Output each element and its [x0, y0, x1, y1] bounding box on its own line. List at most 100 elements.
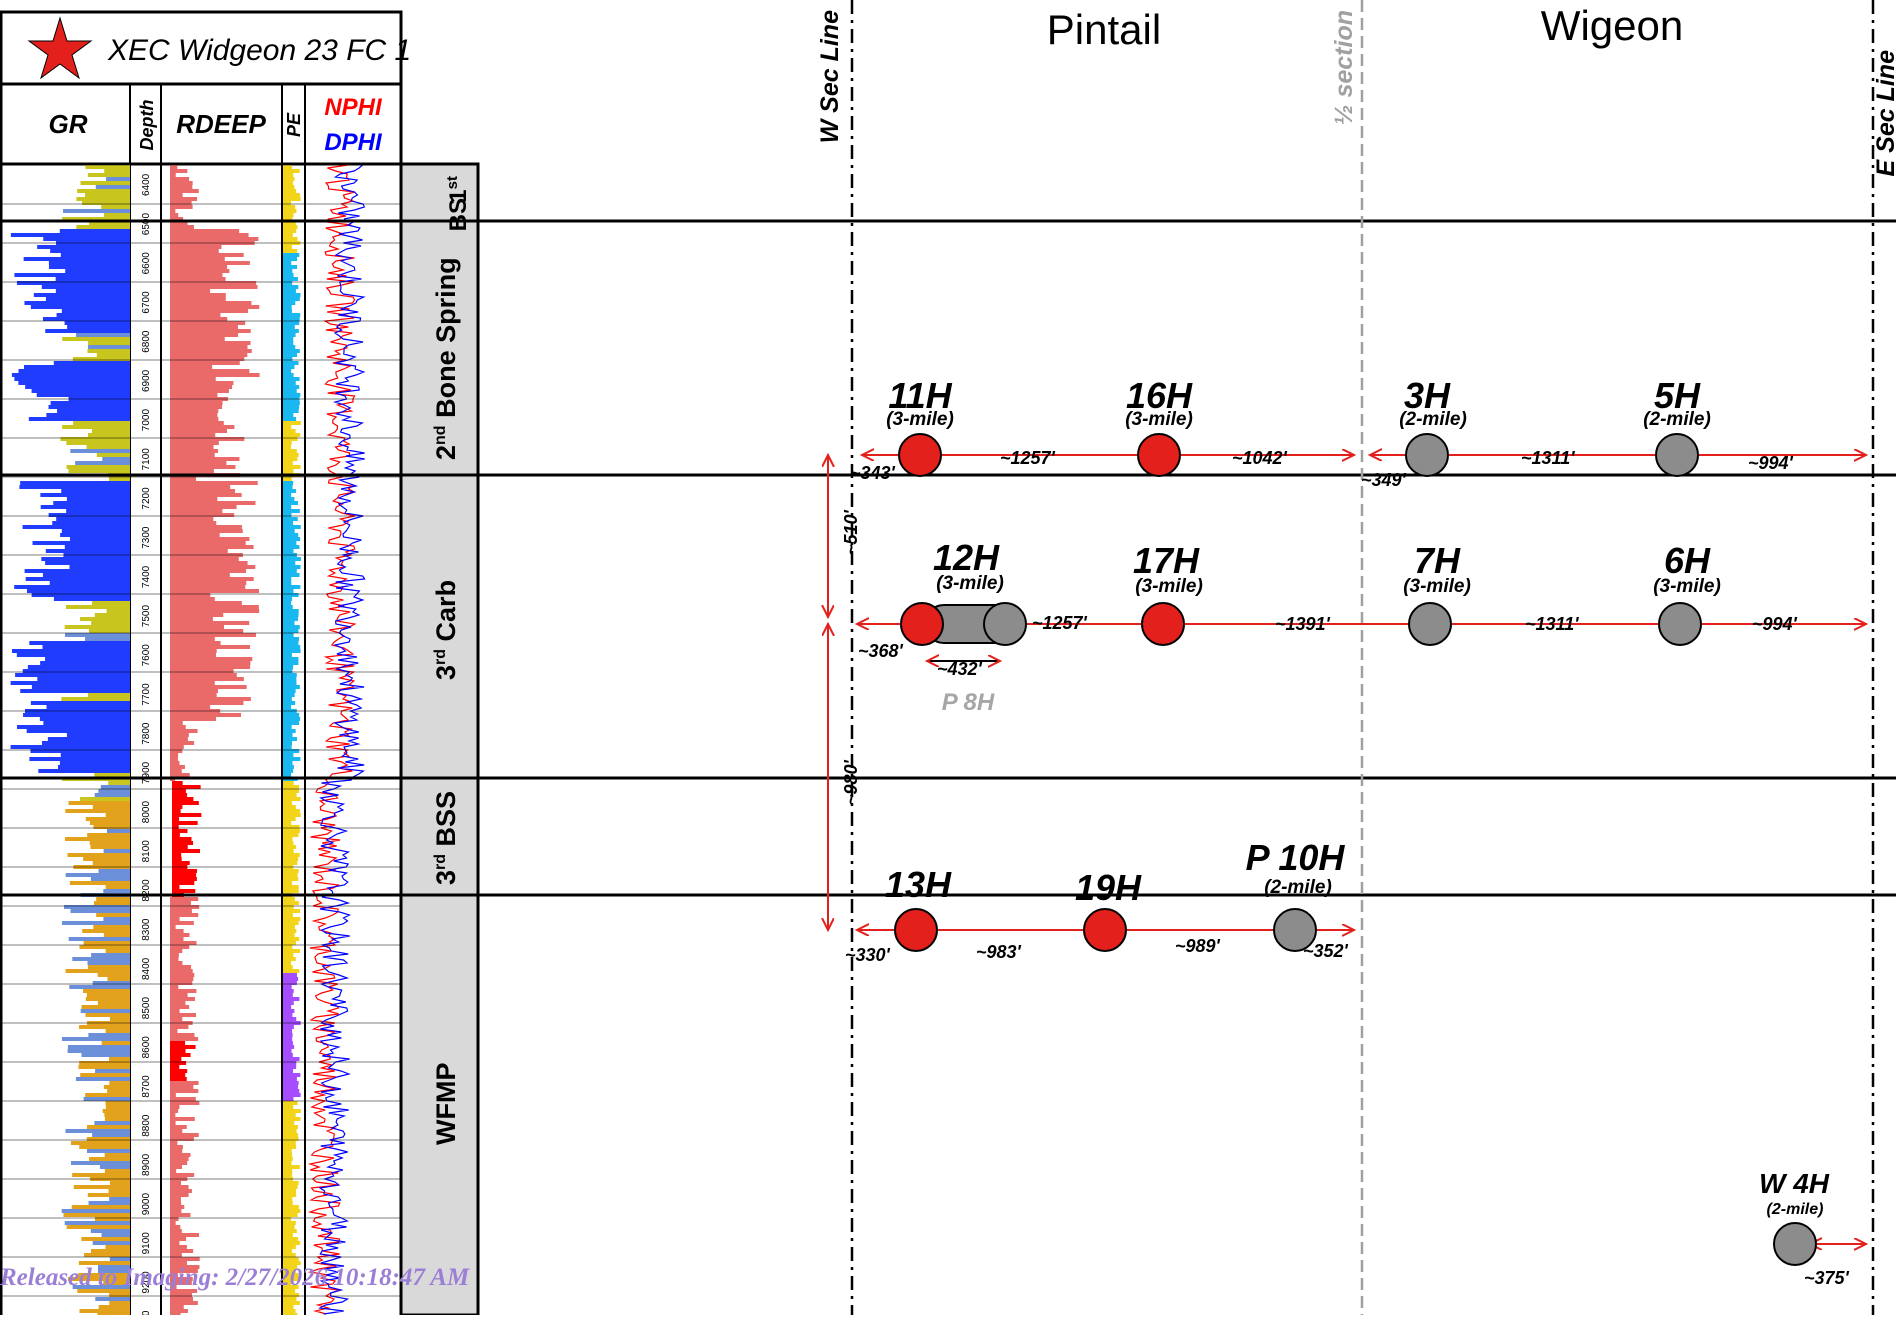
gr-log-trace	[81, 1053, 130, 1057]
gr-log-trace	[62, 425, 130, 429]
gr-log-trace	[80, 797, 130, 801]
well-6H-label: 6H	[1664, 540, 1711, 581]
rdeep-log-trace	[170, 1285, 177, 1289]
rdeep-log-trace	[170, 1165, 182, 1169]
gr-log-trace	[103, 889, 130, 893]
gr-log-trace	[87, 349, 130, 353]
well-17H-sub: (3-mile)	[1135, 576, 1203, 597]
gr-log-trace	[61, 529, 131, 533]
pe-log-trace	[283, 1109, 301, 1113]
pe-log-trace	[283, 341, 294, 345]
gr-log-trace	[18, 381, 131, 385]
gr-log-trace	[78, 1273, 130, 1277]
pe-log-trace	[283, 997, 300, 1001]
rdeep-log-trace	[170, 589, 259, 593]
rdeep-log-trace	[170, 545, 254, 549]
rdeep-log-trace	[170, 541, 246, 545]
gr-log-trace	[30, 701, 130, 705]
pe-log-trace	[283, 729, 296, 733]
well-16H-marker	[1137, 433, 1181, 477]
pe-log-trace	[283, 253, 300, 257]
dphi-track-label: DPHI	[324, 129, 383, 156]
pe-log-trace	[283, 849, 294, 853]
pe-log-trace	[283, 365, 295, 369]
pe-log-trace	[283, 469, 294, 473]
gr-log-trace	[98, 789, 130, 793]
rdeep-log-trace	[172, 793, 188, 797]
rdeep-log-trace	[170, 769, 182, 773]
spacing-label: ~375'	[1804, 1268, 1850, 1288]
pe-log-trace	[283, 225, 298, 229]
gr-log-trace	[72, 1173, 130, 1177]
pe-log-trace	[283, 261, 292, 265]
well-11H-sub: (3-mile)	[886, 409, 954, 430]
dphi-log-trace	[318, 164, 366, 1315]
well-6H-sub: (3-mile)	[1653, 576, 1721, 597]
rdeep-log-trace	[170, 1273, 178, 1277]
rdeep-log-trace	[170, 989, 197, 993]
pe-log-trace	[283, 1081, 299, 1085]
depth-tick-label: 7000	[141, 409, 152, 432]
gr-log-trace	[109, 1197, 130, 1201]
rdeep-log-trace	[170, 973, 195, 977]
depth-tick-label: 6900	[141, 369, 152, 392]
depth-tick-label: 8100	[141, 840, 152, 863]
rdeep-log-trace	[170, 221, 188, 225]
gr-log-trace	[86, 1137, 130, 1141]
pe-log-trace	[283, 405, 300, 409]
rdeep-log-trace	[172, 853, 182, 857]
formation-column: 1st BS 2nd Bone Spring 3rd Carb 3rd BSS …	[399, 162, 480, 1317]
rdeep-log-trace	[170, 1129, 183, 1133]
pe-log-trace	[283, 629, 299, 633]
pe-log-trace	[283, 249, 298, 253]
rdeep-log-trace	[170, 1017, 183, 1021]
pe-log-trace	[283, 933, 295, 937]
gr-log-trace	[76, 197, 130, 201]
unit-pintail: Pintail	[1047, 6, 1161, 53]
gr-log-trace	[53, 501, 130, 505]
gr-log-trace	[55, 277, 130, 281]
pe-log-trace	[283, 533, 299, 537]
gr-log-trace	[87, 965, 130, 969]
gr-log-trace	[23, 257, 131, 261]
gr-log-trace	[41, 285, 130, 289]
gr-log-trace	[68, 937, 130, 941]
pe-log-trace	[283, 453, 299, 457]
rdeep-log-trace	[170, 413, 218, 417]
gr-log-trace	[15, 673, 130, 677]
rdeep-log-trace	[170, 1053, 191, 1057]
rdeep-log-trace	[170, 385, 233, 389]
pe-log-trace	[283, 813, 301, 817]
gr-log-trace	[37, 245, 130, 249]
pe-log-trace	[283, 1145, 297, 1149]
rdeep-log-trace	[170, 1157, 189, 1161]
gr-log-trace	[90, 845, 130, 849]
pe-log-trace	[283, 1217, 292, 1221]
gr-log-trace	[69, 881, 130, 885]
rdeep-log-trace	[170, 1093, 176, 1097]
pe-log-trace	[283, 201, 292, 205]
gr-log-trace	[11, 649, 130, 653]
well-13H-label: 13H	[885, 864, 952, 905]
rdeep-log-trace	[172, 869, 198, 873]
gr-log-trace	[109, 1301, 130, 1305]
gr-log-trace	[91, 621, 130, 625]
pe-log-trace	[283, 421, 301, 425]
rdeep-log-trace	[170, 697, 251, 701]
rdeep-log-trace	[170, 1097, 196, 1101]
pe-log-trace	[283, 821, 292, 825]
rdeep-log-trace	[170, 453, 215, 457]
pe-log-trace	[283, 321, 300, 325]
pe-log-trace	[283, 1117, 301, 1121]
rdeep-log-trace	[172, 881, 195, 885]
rdeep-log-trace	[170, 601, 242, 605]
gr-log-trace	[87, 693, 130, 697]
gr-log-trace	[25, 385, 131, 389]
gr-log-trace	[28, 417, 131, 421]
gr-log-trace	[83, 1097, 130, 1101]
pe-log-trace	[283, 913, 293, 917]
rdeep-log-trace	[170, 205, 193, 209]
gr-log-trace	[76, 225, 130, 229]
pe-log-trace	[283, 925, 296, 929]
